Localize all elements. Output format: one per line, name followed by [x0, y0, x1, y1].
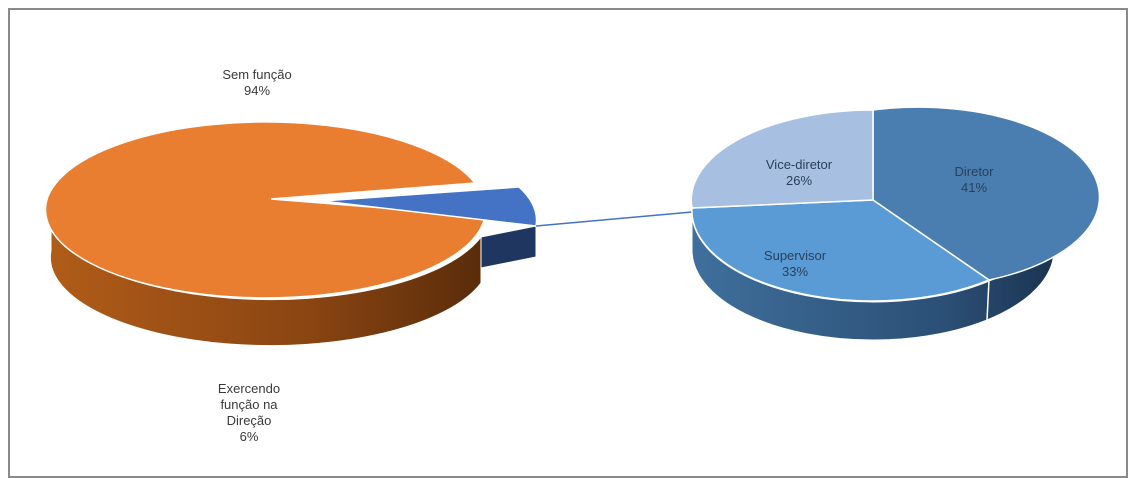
label-supervisor: Supervisor	[764, 248, 827, 263]
label-vice-diretor: Vice-diretor	[766, 157, 833, 172]
pie-slice-supervisor	[691, 199, 991, 302]
label-exercendo-line3: Direção	[227, 413, 272, 428]
connector-line	[535, 211, 693, 227]
pie-slice-diretor	[872, 106, 1101, 281]
label-sem-funcao: Sem função	[222, 67, 291, 82]
pie-slice-sem-funcao	[44, 121, 486, 299]
value-vice-diretor: 26%	[786, 173, 812, 188]
value-exercendo: 6%	[240, 429, 259, 444]
pie-slice-vice-diretor	[690, 109, 874, 209]
label-exercendo-line1: Exercendo	[218, 381, 280, 396]
label-exercendo-line2: função na	[220, 397, 278, 412]
value-sem-funcao: 94%	[244, 83, 270, 98]
pie-side-divider	[986, 279, 990, 321]
value-diretor: 41%	[961, 180, 987, 195]
label-diretor: Diretor	[954, 164, 994, 179]
pie-slice-exercendo	[321, 186, 538, 227]
right-pie: Diretor 41% Supervisor 33% Vice-diretor …	[690, 106, 1101, 341]
left-pie: Sem função 94% Exercendo função na Direç…	[44, 67, 693, 444]
value-supervisor: 33%	[782, 264, 808, 279]
pie-side-exercendo	[480, 225, 537, 269]
